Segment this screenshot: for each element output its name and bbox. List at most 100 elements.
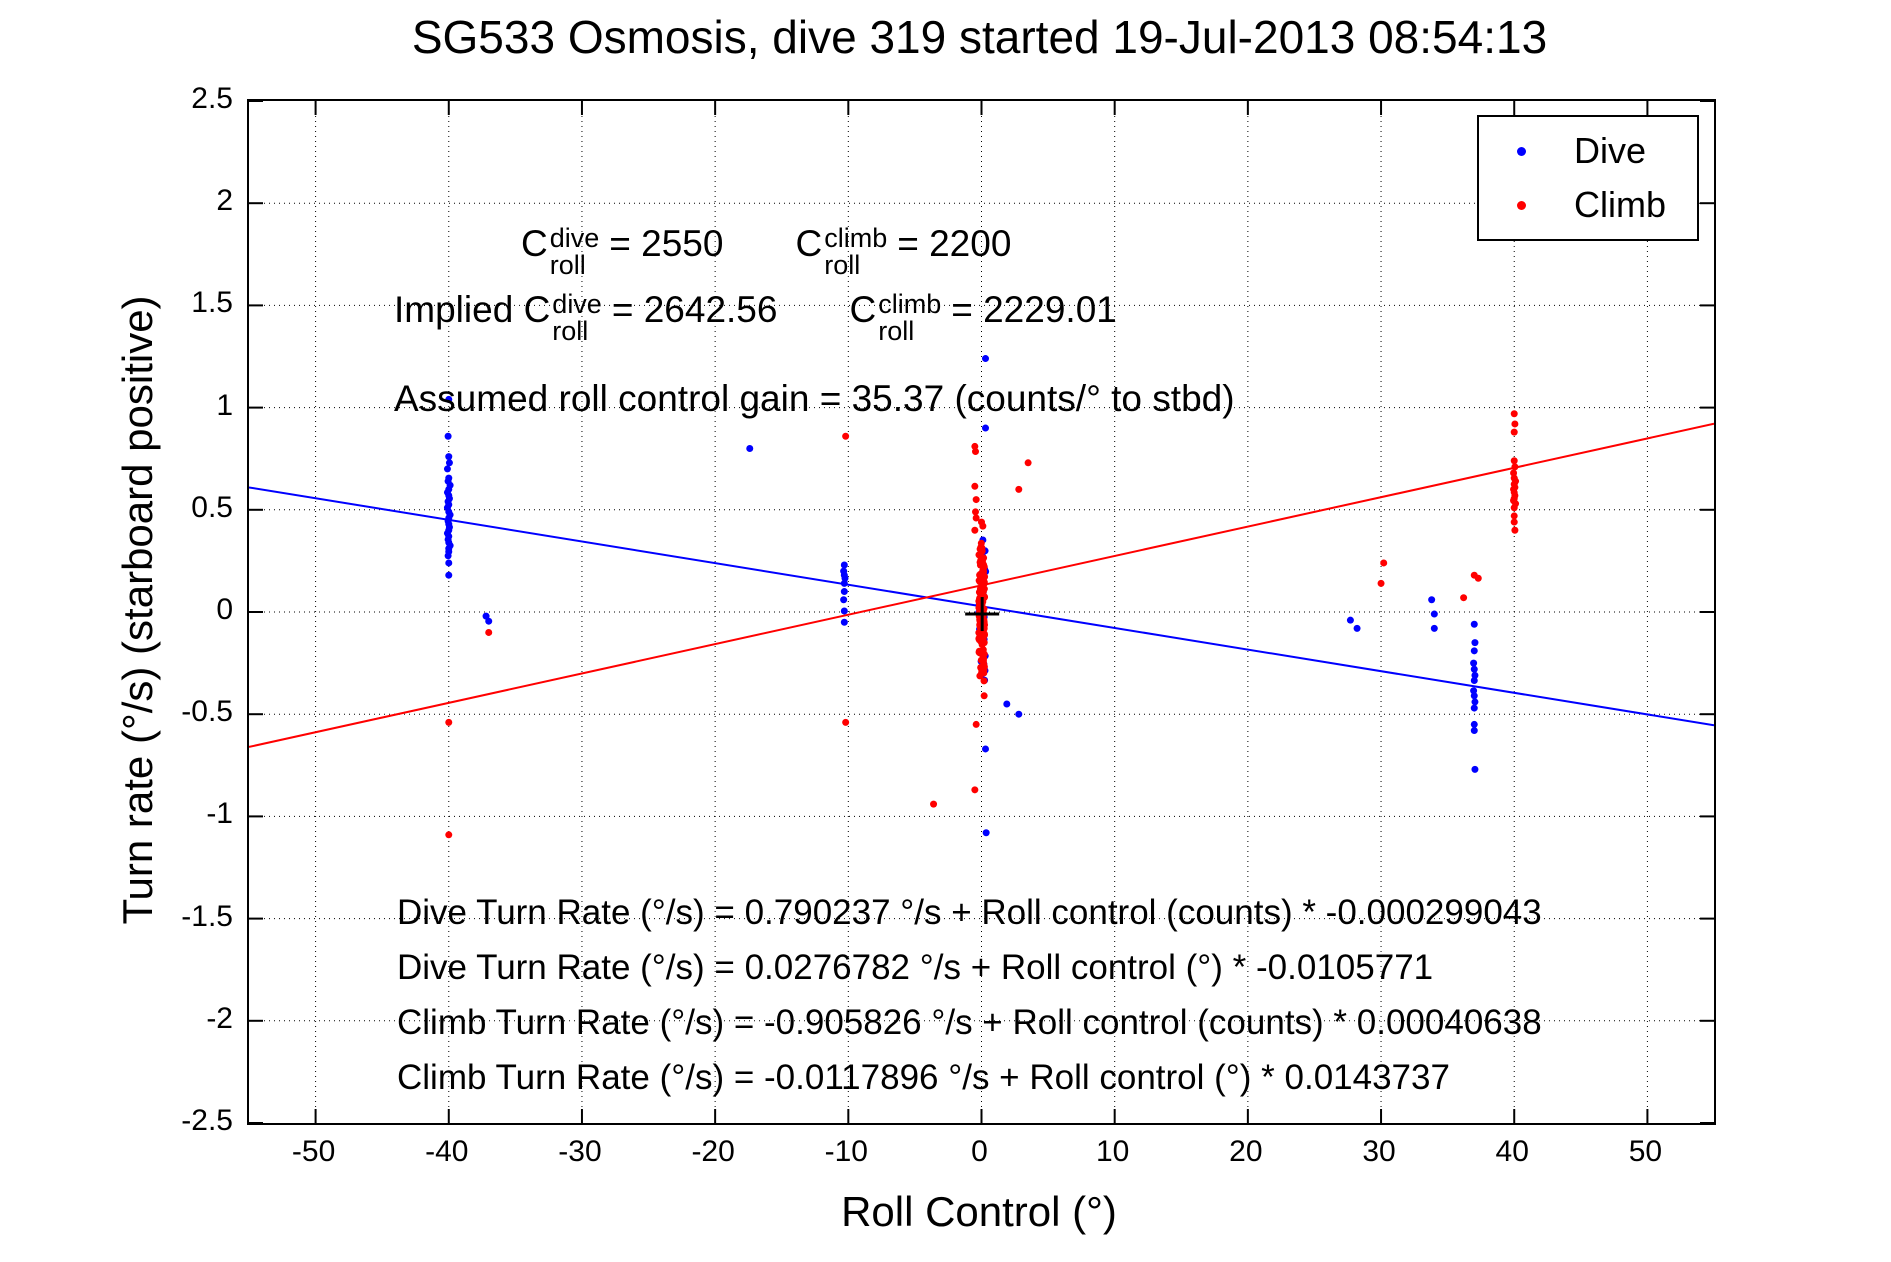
annotation-prefix: Implied — [394, 289, 524, 330]
climb-point — [980, 630, 988, 638]
climb-point — [972, 508, 980, 516]
dive-point — [1346, 616, 1354, 624]
climb-point — [1510, 504, 1518, 512]
climb-point — [1510, 512, 1518, 520]
dive-point — [840, 561, 848, 569]
dive-point — [445, 571, 453, 579]
climb-point — [980, 660, 988, 668]
dive-point — [1471, 698, 1479, 706]
y-tick-label: 1.5 — [191, 286, 233, 320]
dive-point — [1470, 665, 1478, 673]
climb-point — [1510, 457, 1518, 465]
climb-point — [977, 539, 985, 547]
y-axis-label: Turn rate (°/s) (starboard positive) — [114, 295, 161, 925]
dive-point — [840, 618, 848, 626]
dive-point — [1470, 687, 1478, 695]
equation-climb-counts: Climb Turn Rate (°/s) = -0.905826 °/s + … — [397, 1003, 1542, 1042]
climb-point — [977, 637, 985, 645]
plot-title: SG533 Osmosis, dive 319 started 19-Jul-2… — [411, 11, 1548, 63]
dive-point — [1471, 671, 1479, 679]
legend-label-climb: Climb — [1574, 184, 1667, 225]
climb-point — [980, 655, 988, 663]
dive-point — [841, 574, 849, 582]
dive-point — [1470, 647, 1478, 655]
climb-point — [1024, 459, 1032, 467]
climb-point — [980, 692, 988, 700]
dive-point — [1430, 610, 1438, 618]
climb-point — [1510, 410, 1518, 418]
climb-point — [971, 526, 979, 534]
dive-point — [444, 552, 452, 560]
climb-point — [977, 570, 985, 578]
equation-climb-degrees: Climb Turn Rate (°/s) = -0.0117896 °/s +… — [397, 1058, 1450, 1097]
dive-point — [1430, 624, 1438, 632]
climb-point — [1377, 579, 1385, 587]
legend-entry-climb: Climb — [1479, 183, 1697, 227]
climb-point — [972, 514, 980, 522]
equation-dive-counts: Dive Turn Rate (°/s) = 0.790237 °/s + Ro… — [397, 893, 1542, 932]
x-tick-label: -20 — [691, 1135, 735, 1168]
climb-point — [971, 442, 979, 450]
x-tick-label: 10 — [1095, 1135, 1130, 1168]
dive-point — [1471, 765, 1479, 773]
climb-point — [1511, 420, 1519, 428]
climb-point — [979, 522, 987, 530]
dive-marker-icon — [1517, 146, 1526, 156]
implied-c-roll-climb-value: = 2229.01 — [951, 289, 1117, 330]
climb-point — [842, 718, 850, 726]
climb-point — [445, 831, 453, 839]
x-tick-label: 30 — [1362, 1135, 1396, 1168]
dive-point — [1471, 639, 1479, 647]
climb-point — [1511, 526, 1519, 534]
x-tick-label: 20 — [1229, 1135, 1263, 1168]
y-tick-label: 1 — [216, 388, 233, 422]
climb-point — [1510, 428, 1518, 436]
climb-point — [485, 628, 493, 636]
climb-point — [971, 482, 979, 490]
climb-point — [1460, 594, 1468, 602]
climb-marker-icon — [1517, 200, 1526, 210]
legend-entry-dive: Dive — [1479, 129, 1697, 173]
dive-point — [1003, 700, 1011, 708]
y-tick-label: 2.5 — [191, 82, 233, 115]
y-tick-label: 2 — [216, 184, 233, 218]
dive-point — [981, 355, 989, 363]
implied-c-roll-dive-value: = 2642.56 — [611, 289, 778, 330]
dive-point — [1470, 704, 1478, 712]
dive-point — [445, 459, 453, 467]
dive-point — [840, 588, 848, 596]
x-tick-label: -30 — [558, 1135, 602, 1168]
climb-point — [980, 677, 988, 685]
legend: Dive Climb — [1477, 115, 1699, 241]
equation-dive-degrees: Dive Turn Rate (°/s) = 0.0276782 °/s + R… — [397, 948, 1434, 987]
climb-point — [445, 718, 453, 726]
annotation-roll-gain: Assumed roll control gain = 35.37 (count… — [394, 378, 1235, 419]
climb-point — [978, 649, 986, 657]
dive-point — [1470, 720, 1478, 728]
dive-point — [1470, 692, 1478, 700]
climb-point — [1015, 485, 1023, 493]
dive-point — [1353, 624, 1361, 632]
y-tick-label: -2.5 — [181, 1104, 233, 1137]
dive-point — [445, 559, 453, 567]
dive-point — [982, 829, 990, 837]
x-tick-label: -50 — [291, 1135, 336, 1168]
c-roll-climb-value: = 2200 — [897, 223, 1012, 264]
climb-point — [1511, 463, 1519, 471]
climb-point — [972, 496, 980, 504]
x-tick-label: 0 — [971, 1135, 988, 1168]
y-tick-label: -2 — [206, 1001, 233, 1035]
fit-equations: Dive Turn Rate (°/s) = 0.790237 °/s + Ro… — [397, 885, 1542, 1105]
climb-point — [972, 448, 980, 456]
y-tick-label: -0.5 — [181, 695, 233, 729]
climb-point — [1510, 469, 1518, 477]
dive-point — [981, 745, 989, 753]
climb-point — [980, 666, 988, 674]
dive-point — [1015, 710, 1023, 718]
